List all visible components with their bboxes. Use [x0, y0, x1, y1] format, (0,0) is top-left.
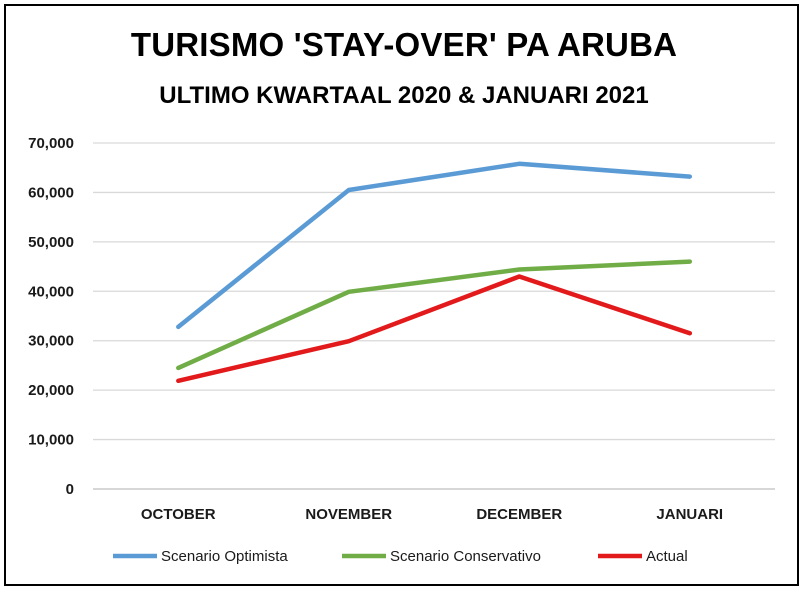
series-line — [176, 161, 693, 330]
y-tick-label: 60,000 — [28, 184, 74, 201]
y-tick-label: 40,000 — [28, 283, 74, 300]
chart-title: TURISMO 'STAY-OVER' PA ARUBA — [130, 26, 678, 63]
y-tick-label: 50,000 — [28, 234, 74, 251]
legend: Scenario Optimista Scenario Conservativo A… — [113, 548, 688, 565]
series-line — [176, 274, 693, 384]
legend-label: Scenario Optimista — [161, 548, 288, 565]
y-axis-ticks: 0 10,000 20,000 30,000 40,000 50,000 60,000 70,… — [28, 135, 74, 498]
y-tick-label: 20,000 — [28, 382, 74, 399]
y-tick-label: 30,000 — [28, 333, 74, 350]
series-lines — [176, 161, 693, 384]
x-tick-label: JANUARI — [656, 506, 723, 523]
x-tick-label: NOVEMBER — [305, 506, 392, 523]
y-tick-label: 10,000 — [28, 432, 74, 449]
x-tick-label: DECEMBER — [476, 506, 562, 523]
legend-label: Actual — [646, 548, 688, 565]
gridlines — [93, 142, 775, 490]
series-line — [176, 259, 693, 371]
x-tick-label: OCTOBER — [141, 506, 216, 523]
x-axis-ticks: OCTOBER NOVEMBER DECEMBER JANUARI — [141, 506, 723, 523]
chart-subtitle: ULTIMO KWARTAAL 2020 & JANUARI 2021 — [159, 82, 649, 109]
y-tick-label: 70,000 — [28, 135, 74, 152]
legend-label: Scenario Conservativo — [390, 548, 541, 565]
y-tick-label: 0 — [66, 481, 74, 498]
